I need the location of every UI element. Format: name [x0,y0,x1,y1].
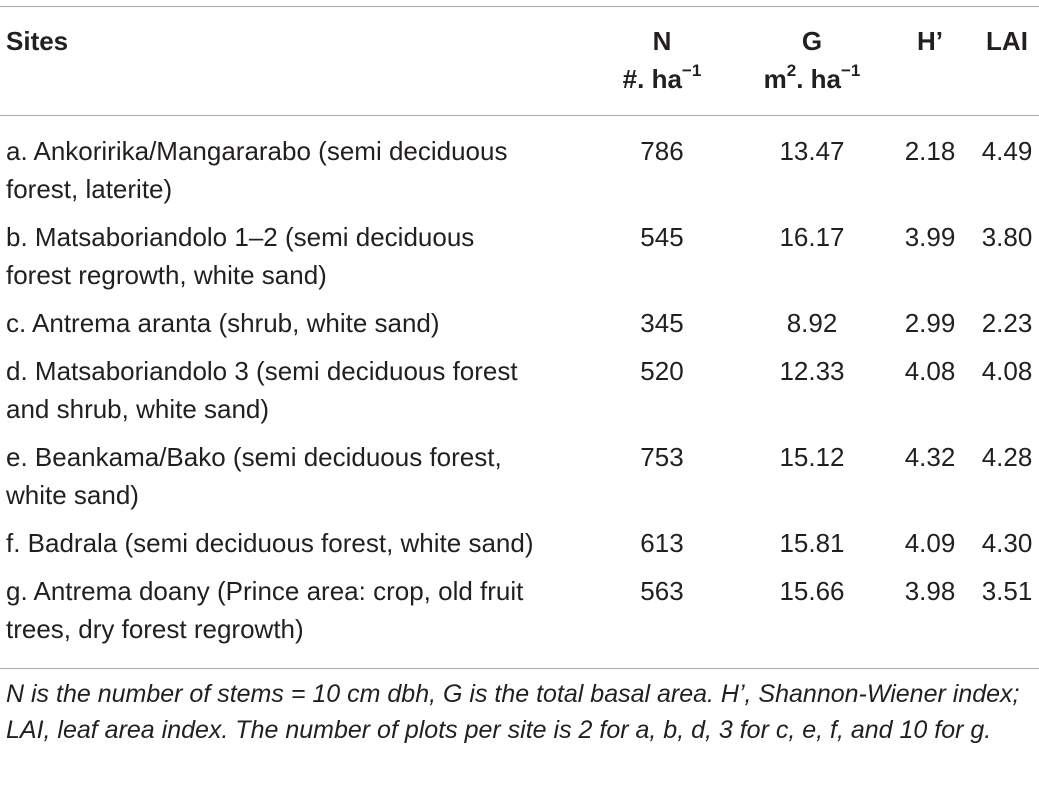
g-cell: 15.81 [779,528,845,558]
table-row: c. Antrema aranta (shrub, white sand) 345… [0,304,1039,342]
lai-cell: 4.49 [981,136,1033,166]
site-line-1: d. Matsaboriandolo 3 (semi deciduous for… [6,356,518,386]
n-cell: 613 [640,528,684,558]
n-cell: 545 [640,222,684,252]
header-n-unit-exp: −1 [681,61,702,81]
table-row: a. Ankoririka/Mangararabo (semi deciduou… [0,132,1039,208]
h-cell: 3.99 [904,222,956,252]
table-row: d. Matsaboriandolo 3 (semi deciduous for… [0,352,1039,428]
lai-cell: 3.80 [981,222,1033,252]
h-cell: 4.32 [904,442,956,472]
top-rule [0,6,1039,7]
site-cell: g. Antrema doany (Prince area: crop, old… [6,572,591,648]
header-rule [0,115,1039,116]
site-cell: a. Ankoririka/Mangararabo (semi deciduou… [6,132,591,208]
h-cell: 2.99 [904,308,956,338]
n-cell: 563 [640,576,684,606]
g-cell: 15.12 [779,442,845,472]
h-cell: 4.08 [904,356,956,386]
table-header: Sites N #. ha−1 G m2. ha−1 H’ LAI [0,22,1039,102]
header-g-unit-exp: −1 [841,61,861,81]
g-cell: 8.92 [786,308,838,338]
n-cell: 345 [640,308,684,338]
n-cell: 520 [640,356,684,386]
site-cell: c. Antrema aranta (shrub, white sand) [6,304,591,342]
site-line-2: forest regrowth, white sand) [6,260,327,290]
site-cell: d. Matsaboriandolo 3 (semi deciduous for… [6,352,591,428]
n-cell: 786 [640,136,684,166]
site-line-2: trees, dry forest regrowth) [6,614,304,644]
header-g-unit-rest: . ha [796,64,841,94]
site-line-2: white sand) [6,480,139,510]
site-line-1: b. Matsaboriandolo 1–2 (semi deciduous [6,222,475,252]
site-line-1: a. Ankoririka/Mangararabo (semi deciduou… [6,136,508,166]
site-line-1: c. Antrema aranta (shrub, white sand) [6,308,440,338]
table-row: f. Badrala (semi deciduous forest, white… [0,524,1039,562]
lai-cell: 4.08 [981,356,1033,386]
table-row: g. Antrema doany (Prince area: crop, old… [0,572,1039,648]
site-line-1: e. Beankama/Bako (semi deciduous forest, [6,442,502,472]
g-cell: 12.33 [779,356,845,386]
header-g-unit-m: m [763,64,787,94]
lai-cell: 3.51 [981,576,1033,606]
site-line-2: forest, laterite) [6,174,173,204]
table-row: e. Beankama/Bako (semi deciduous forest,… [0,438,1039,514]
table-footnote: N is the number of stems = 10 cm dbh, G … [6,680,1020,744]
n-cell: 753 [640,442,684,472]
h-cell: 2.18 [904,136,956,166]
site-cell: f. Badrala (semi deciduous forest, white… [6,524,591,562]
header-n-label: N [652,26,672,56]
header-n: N #. ha−1 [600,22,724,98]
header-g-label: G [801,26,823,56]
bottom-rule [0,668,1039,669]
h-cell: 3.98 [904,576,956,606]
table-body: a. Ankoririka/Mangararabo (semi deciduou… [0,132,1039,648]
header-g-unit: m2. ha−1 [744,60,880,98]
site-cell: b. Matsaboriandolo 1–2 (semi deciduous fo… [6,218,591,294]
header-h: H’ [917,26,943,56]
lai-cell: 4.28 [981,442,1033,472]
g-cell: 16.17 [779,222,845,252]
header-g: G m2. ha−1 [744,22,880,98]
header-sites: Sites [6,26,69,56]
g-cell: 15.66 [779,576,845,606]
site-cell: e. Beankama/Bako (semi deciduous forest,… [6,438,591,514]
g-cell: 13.47 [779,136,845,166]
site-line-1: g. Antrema doany (Prince area: crop, old… [6,576,524,606]
lai-cell: 4.30 [981,528,1033,558]
h-cell: 4.09 [904,528,956,558]
header-n-unit: #. ha−1 [600,60,724,98]
header-g-unit-m-exp: 2 [786,61,797,81]
site-line-1: f. Badrala (semi deciduous forest, white… [6,528,534,558]
header-lai: LAI [986,26,1028,56]
header-n-unit-base: #. ha [622,64,682,94]
lai-cell: 2.23 [981,308,1033,338]
table-row: b. Matsaboriandolo 1–2 (semi deciduous fo… [0,218,1039,294]
site-line-2: and shrub, white sand) [6,394,270,424]
